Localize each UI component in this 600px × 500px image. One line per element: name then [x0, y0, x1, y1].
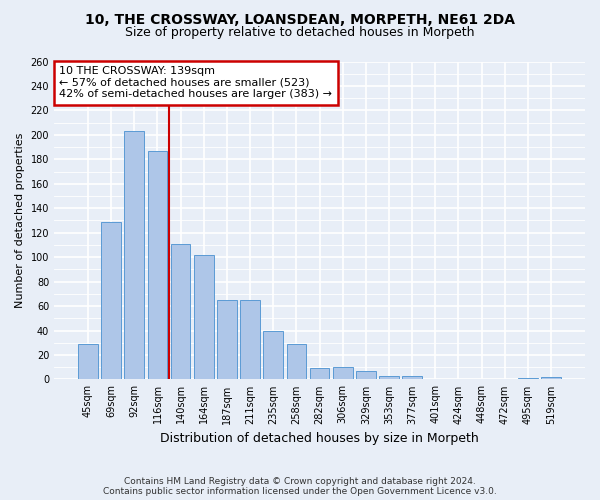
Bar — [194, 254, 214, 380]
Bar — [101, 222, 121, 380]
Text: 10, THE CROSSWAY, LOANSDEAN, MORPETH, NE61 2DA: 10, THE CROSSWAY, LOANSDEAN, MORPETH, NE… — [85, 12, 515, 26]
Bar — [356, 371, 376, 380]
Bar — [263, 330, 283, 380]
Bar — [518, 378, 538, 380]
Bar — [541, 377, 561, 380]
Bar — [78, 344, 98, 380]
Bar — [124, 131, 144, 380]
Text: 10 THE CROSSWAY: 139sqm
← 57% of detached houses are smaller (523)
42% of semi-d: 10 THE CROSSWAY: 139sqm ← 57% of detache… — [59, 66, 332, 100]
Text: Size of property relative to detached houses in Morpeth: Size of property relative to detached ho… — [125, 26, 475, 39]
Bar — [333, 367, 353, 380]
Bar — [240, 300, 260, 380]
X-axis label: Distribution of detached houses by size in Morpeth: Distribution of detached houses by size … — [160, 432, 479, 445]
Bar — [287, 344, 306, 380]
Bar — [148, 151, 167, 380]
Bar — [217, 300, 237, 380]
Bar — [171, 244, 190, 380]
Bar — [379, 376, 399, 380]
Text: Contains HM Land Registry data © Crown copyright and database right 2024.
Contai: Contains HM Land Registry data © Crown c… — [103, 476, 497, 496]
Bar — [402, 376, 422, 380]
Bar — [310, 368, 329, 380]
Y-axis label: Number of detached properties: Number of detached properties — [15, 133, 25, 308]
